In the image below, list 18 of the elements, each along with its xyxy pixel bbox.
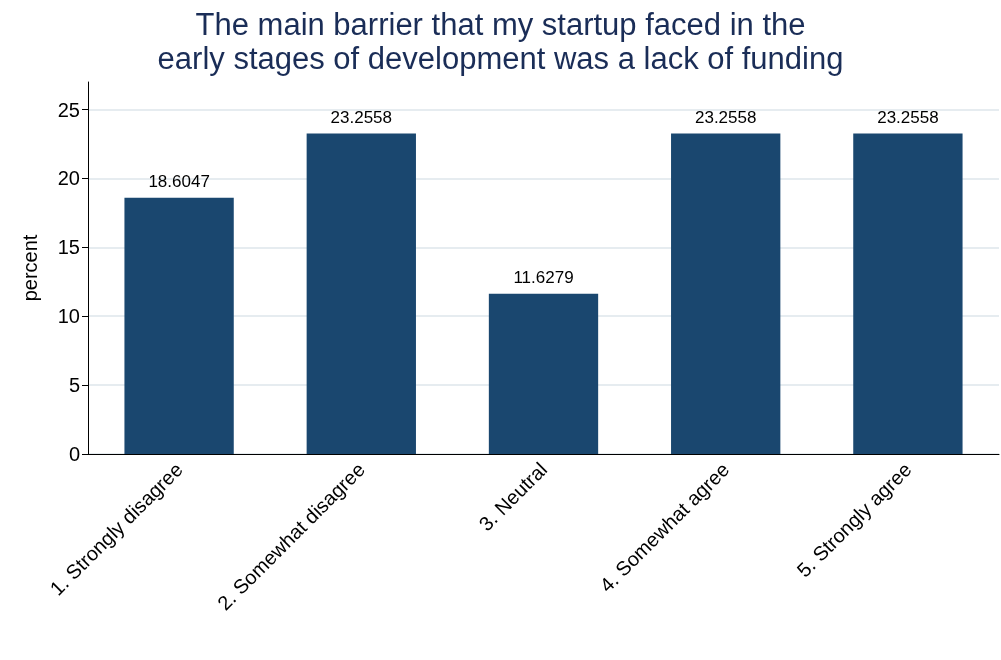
bar <box>124 197 234 454</box>
y-tick-label: 20 <box>57 167 80 190</box>
data-label: 18.6047 <box>148 171 210 191</box>
data-label: 11.6279 <box>513 267 574 287</box>
data-label: 23.2558 <box>877 107 939 127</box>
y-tick-label: 5 <box>68 374 80 397</box>
bar <box>853 133 963 454</box>
y-tick-label: 25 <box>57 98 80 121</box>
y-tick-label: 15 <box>57 236 80 259</box>
data-label: 23.2558 <box>330 107 393 127</box>
bar <box>306 133 416 454</box>
y-axis-title: percent <box>19 234 41 302</box>
data-label: 23.2558 <box>694 107 757 127</box>
y-tick-label: 0 <box>68 443 80 465</box>
bar <box>671 133 781 454</box>
chart-title: The main barrier that my startup faced in the early stages of development was a lack of funding <box>157 6 844 76</box>
y-tick-label: 10 <box>57 305 80 328</box>
bar <box>488 293 599 454</box>
